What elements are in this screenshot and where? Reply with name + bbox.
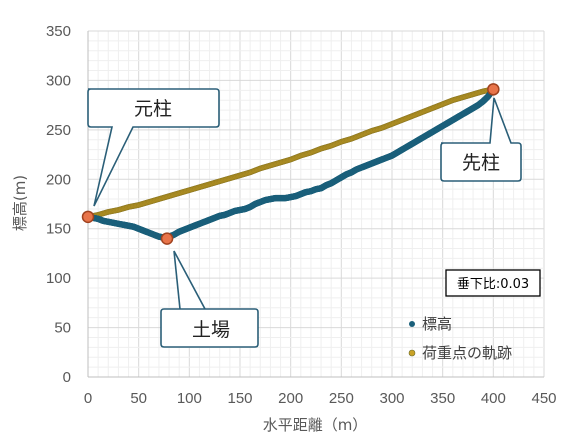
marker-土場 <box>160 232 174 245</box>
marker-元柱 <box>81 210 95 224</box>
callout-sakibashira-box <box>440 97 522 182</box>
callout-sakibashira: 先柱 <box>440 97 522 182</box>
x-tick-label: 450 <box>531 390 556 407</box>
axes <box>87 31 544 378</box>
point-markers <box>81 83 500 245</box>
gridlines <box>87 30 545 378</box>
x-tick-label: 200 <box>278 390 303 407</box>
x-tick-label: 0 <box>84 390 92 407</box>
legend: 標高 荷重点の軌跡 <box>408 315 512 362</box>
y-tick-label: 350 <box>46 23 71 40</box>
x-tick-label: 50 <box>130 390 147 407</box>
callout-doba-box <box>160 250 259 348</box>
y-tick-label: 50 <box>54 320 71 337</box>
callout-sakibashira-label: 先柱 <box>462 152 500 174</box>
legend-label-elevation: 標高 <box>422 315 452 333</box>
legend-label-trajectory: 荷重点の軌跡 <box>422 344 512 362</box>
y-tick-labels: 0 50 100 150 200 250 300 350 <box>46 23 71 386</box>
x-tick-labels: 0 50 100 150 200 250 300 350 400 450 <box>84 390 557 407</box>
callout-motobashira: 元柱 <box>87 88 220 207</box>
x-tick-label: 100 <box>177 390 202 407</box>
x-tick-label: 300 <box>379 390 404 407</box>
callout-motobashira-box <box>87 88 220 207</box>
scale-note-text: 垂下比:0.03 <box>457 277 529 292</box>
callout-doba-label: 土場 <box>192 319 230 341</box>
x-tick-label: 400 <box>481 390 506 407</box>
y-tick-label: 200 <box>46 171 71 188</box>
callout-motobashira-label: 元柱 <box>134 98 172 120</box>
legend-marker-trajectory <box>408 349 416 357</box>
x-axis-title: 水平距離（m） <box>263 416 368 434</box>
y-tick-label: 0 <box>63 369 71 386</box>
scale-note: 垂下比:0.03 <box>445 269 541 297</box>
y-tick-label: 150 <box>46 221 71 238</box>
data-series <box>84 86 497 241</box>
x-tick-label: 350 <box>430 390 455 407</box>
y-tick-label: 300 <box>46 72 71 89</box>
legend-marker-elevation <box>409 321 415 327</box>
y-axis-title: 標高(m) <box>11 175 29 231</box>
x-tick-label: 250 <box>329 390 354 407</box>
scale-note-box <box>445 269 541 297</box>
marker-先柱 <box>487 83 500 96</box>
callout-doba: 土場 <box>160 250 259 348</box>
y-tick-label: 100 <box>46 270 71 287</box>
x-tick-label: 150 <box>227 390 252 407</box>
y-tick-label: 250 <box>46 122 71 139</box>
